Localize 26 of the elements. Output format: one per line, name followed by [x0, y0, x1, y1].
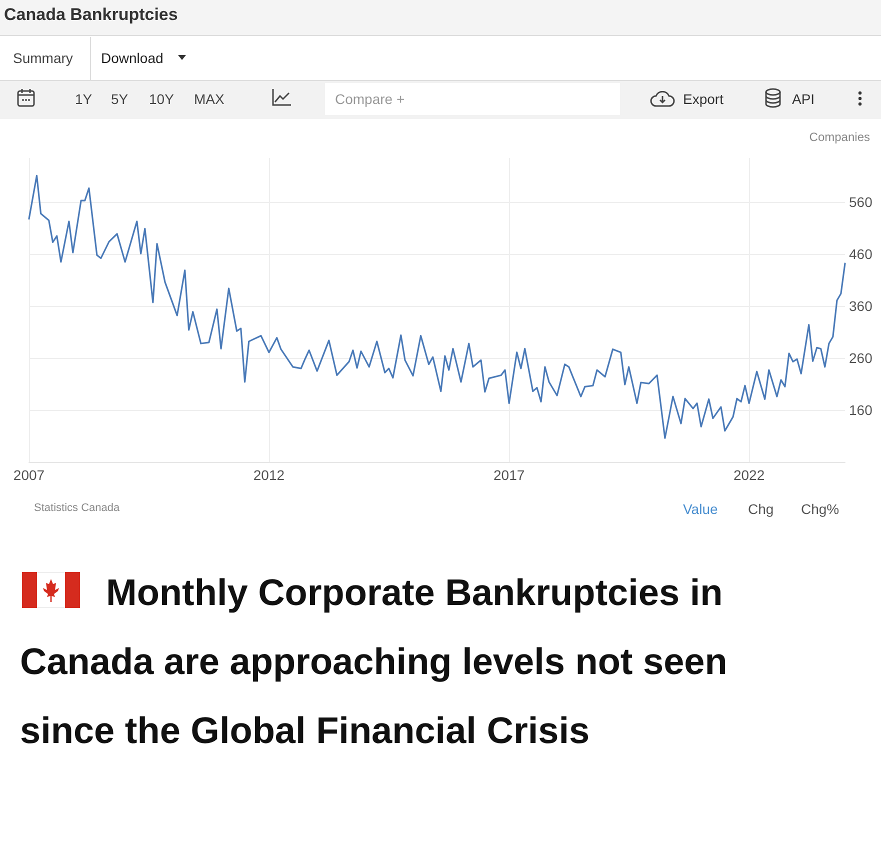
text: Export	[683, 91, 724, 107]
text: 5Y	[111, 91, 128, 107]
y-tick-label: 160	[849, 402, 873, 418]
text: Monthly Corporate Bankruptcies in Canada are approaching levels not seen since the Global Financial Crisis	[20, 571, 728, 753]
x-tick-label: 2017	[494, 467, 525, 483]
line-series	[28, 174, 846, 439]
text: Chg	[748, 501, 774, 517]
text: 1Y	[75, 91, 92, 107]
y-tick-label: 360	[849, 298, 873, 314]
x-tick-label: 2022	[733, 467, 765, 483]
y-axis-title: Companies	[809, 130, 870, 144]
y-tick-label: 460	[849, 246, 873, 262]
x-tick-label: 2012	[253, 467, 285, 483]
text: MAX	[194, 91, 224, 107]
text: Statistics Canada	[34, 502, 120, 514]
text: Summary	[13, 50, 73, 66]
text: 10Y	[149, 91, 174, 107]
y-tick-label: 560	[849, 194, 873, 210]
chart-title: Canada Bankruptcies	[4, 5, 178, 25]
text: API	[792, 91, 815, 107]
text: Download	[101, 50, 164, 66]
text: Compare +	[335, 91, 405, 107]
text: Chg%	[801, 501, 840, 517]
y-tick-label: 260	[849, 350, 873, 366]
x-tick-label: 2007	[13, 467, 45, 483]
text: Value	[683, 501, 718, 517]
